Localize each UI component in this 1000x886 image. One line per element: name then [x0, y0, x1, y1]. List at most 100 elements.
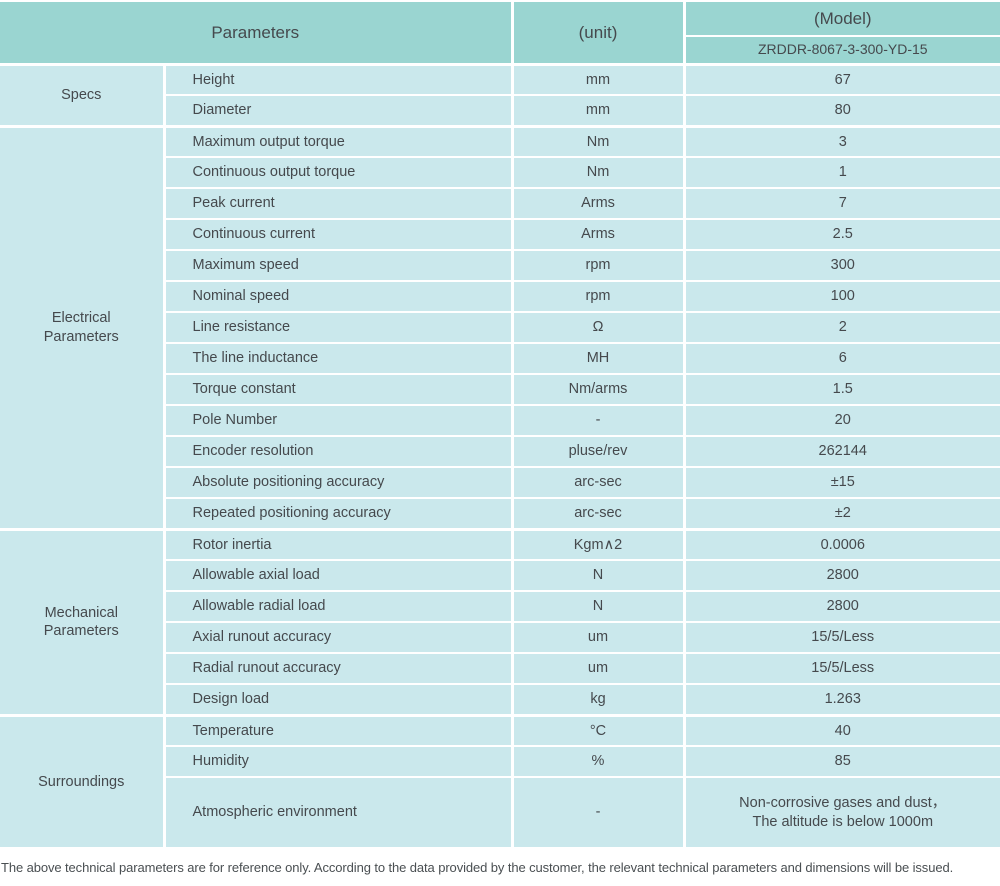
parameter-name-cell: Line resistance — [162, 311, 512, 343]
value-cell: 80 — [682, 94, 1000, 126]
unit-cell: arc-sec — [510, 466, 684, 498]
table-row: Allowable axial load N 2800 — [0, 559, 1000, 591]
parameter-name-cell: Radial runout accuracy — [162, 652, 512, 684]
table-row: Mechanical Parameters Rotor inertia Kgm∧2 0.… — [0, 527, 1000, 715]
parameter-name-cell: Allowable axial load — [162, 559, 512, 591]
footnote-text: The above technical parameters are for r… — [1, 860, 954, 875]
table-row: Pole Number -20 — [0, 404, 1000, 436]
table-row: Continuous current Arms 2.5 — [0, 218, 1000, 250]
parameter-name-cell: Design load — [162, 683, 512, 715]
unit-cell: MH — [510, 342, 684, 374]
table-row: The line inductance MH 6 — [0, 342, 1000, 374]
parameter-name-cell: Nominal speed — [162, 280, 512, 312]
table-row: Line resistance Ω 2 — [0, 311, 1000, 343]
header-unit: (unit) — [510, 2, 684, 64]
value-cell: 262144 — [682, 435, 1000, 467]
value-cell: 7 — [682, 187, 1000, 219]
table-row: Torque constant Nm/arms 1.5 — [0, 373, 1000, 405]
parameters-table: Parameters (unit) (Model) ZRDDR-8067-3-3… — [0, 2, 1000, 847]
section-label: Electrical Parameters — [0, 124, 164, 529]
parameter-name-cell: Continuous output torque — [162, 156, 512, 188]
value-cell: 1.5 — [682, 373, 1000, 405]
parameter-name-cell: Pole Number — [162, 404, 512, 436]
value-cell: 15/5/Less — [682, 652, 1000, 684]
value-cell: 85 — [682, 745, 1000, 777]
unit-cell: um — [510, 621, 684, 653]
parameter-name-cell: Maximum output torque — [162, 124, 512, 157]
table-row: Specs Height mm 67 — [0, 62, 1000, 126]
value-cell: 1.263 — [682, 683, 1000, 715]
value-cell: ±2 — [682, 497, 1000, 529]
value-cell: 15/5/Less — [682, 621, 1000, 653]
unit-cell: Nm/arms — [510, 373, 684, 405]
table-row: Axial runout accuracy um 15/5/Less — [0, 621, 1000, 653]
parameter-name-cell: Encoder resolution — [162, 435, 512, 467]
table-row: Humidity% 85 — [0, 745, 1000, 777]
parameter-name-cell: Axial runout accuracy — [162, 621, 512, 653]
unit-cell: Arms — [510, 218, 684, 250]
value-cell: 6 — [682, 342, 1000, 374]
table-row: Continuous output torque Nm 1 — [0, 156, 1000, 188]
unit-cell: - — [510, 776, 684, 847]
header-model-number: ZRDDR-8067-3-300-YD-15 — [682, 35, 1000, 64]
parameter-name-cell: Peak current — [162, 187, 512, 219]
parameter-name-cell: Height — [162, 62, 512, 95]
table-row: Peak current Arms 7 — [0, 187, 1000, 219]
unit-cell: kg — [510, 683, 684, 715]
header-parameters: Parameters — [0, 2, 512, 64]
table-header: Parameters (unit) (Model) ZRDDR-8067-3-3… — [0, 2, 1000, 64]
parameter-name-cell: Temperature — [162, 713, 512, 746]
unit-cell: rpm — [510, 280, 684, 312]
unit-cell: arc-sec — [510, 497, 684, 529]
unit-cell: - — [510, 404, 684, 436]
value-cell: 40 — [682, 713, 1000, 746]
unit-cell: Nm — [510, 124, 684, 157]
table-row: Absolute positioning accuracy arc-sec ±15 — [0, 466, 1000, 498]
unit-cell: N — [510, 559, 684, 591]
table-row: Design load kg 1.263 — [0, 683, 1000, 715]
value-cell: ±15 — [682, 466, 1000, 498]
unit-cell: um — [510, 652, 684, 684]
unit-cell: pluse/rev — [510, 435, 684, 467]
value-cell: 2.5 — [682, 218, 1000, 250]
unit-cell: Kgm∧2 — [510, 527, 684, 560]
value-cell: 100 — [682, 280, 1000, 312]
table-row: Radial runout accuracy um 15/5/Less — [0, 652, 1000, 684]
value-cell: Non-corrosive gases and dust， The altitud… — [682, 776, 1000, 847]
header-model: (Model) — [682, 2, 1000, 36]
unit-cell: Ω — [510, 311, 684, 343]
section-label: Specs — [0, 62, 164, 126]
parameter-name-cell: Repeated positioning accuracy — [162, 497, 512, 529]
parameter-name-cell: Maximum speed — [162, 249, 512, 281]
value-cell: 2800 — [682, 559, 1000, 591]
unit-cell: % — [510, 745, 684, 777]
table-row: Surroundings Temperature °C 40 — [0, 713, 1000, 847]
table-row: Atmospheric environment - Non-corrosive ga… — [0, 776, 1000, 847]
table-row: Maximum speed rpm 300 — [0, 249, 1000, 281]
table-row: Diameter mm 80 — [0, 94, 1000, 126]
table-row: Nominal speed rpm 100 — [0, 280, 1000, 312]
value-cell: 20 — [682, 404, 1000, 436]
value-cell: 1 — [682, 156, 1000, 188]
parameter-name-cell: Continuous current — [162, 218, 512, 250]
value-cell: 0.0006 — [682, 527, 1000, 560]
parameter-name-cell: Allowable radial load — [162, 590, 512, 622]
parameter-name-cell: Diameter — [162, 94, 512, 126]
unit-cell: Arms — [510, 187, 684, 219]
section-label: Surroundings — [0, 713, 164, 847]
value-cell: 300 — [682, 249, 1000, 281]
table-row: Allowable radial load N 2800 — [0, 590, 1000, 622]
unit-cell: mm — [510, 62, 684, 95]
parameter-name-cell: Humidity — [162, 745, 512, 777]
value-cell: 2800 — [682, 590, 1000, 622]
parameter-name-cell: Torque constant — [162, 373, 512, 405]
unit-cell: N — [510, 590, 684, 622]
unit-cell: Nm — [510, 156, 684, 188]
table-body: Specs Height mm 67 Diameter mm 80 Electrical Par… — [0, 62, 1000, 847]
unit-cell: °C — [510, 713, 684, 746]
table-row: Electrical Parameters Maximum output torqu… — [0, 124, 1000, 529]
section-label: Mechanical Parameters — [0, 527, 164, 715]
value-cell: 3 — [682, 124, 1000, 157]
value-cell: 2 — [682, 311, 1000, 343]
